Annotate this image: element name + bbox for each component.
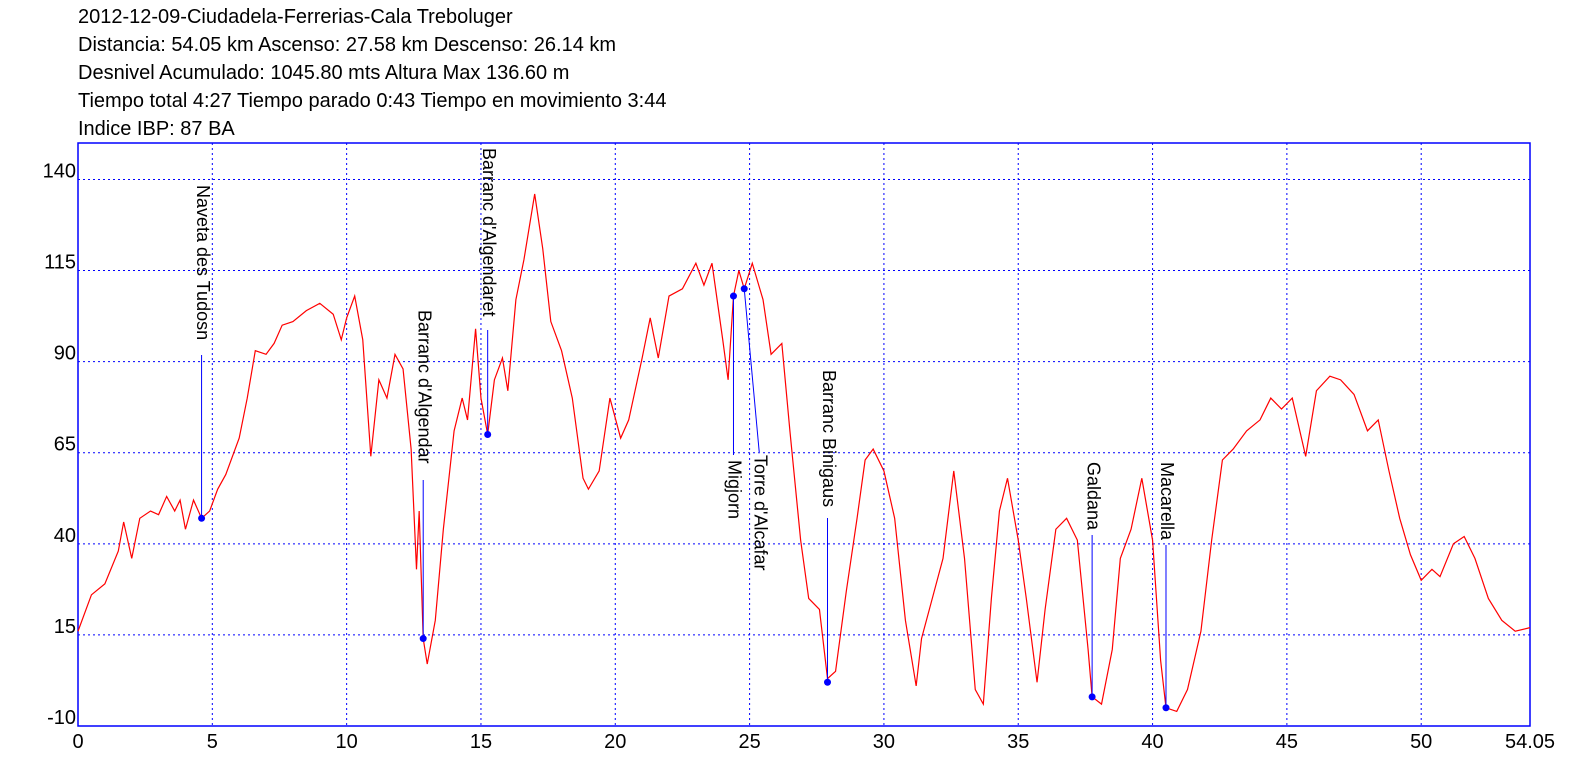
waypoint xyxy=(824,678,832,686)
y-tick-label: 65 xyxy=(54,434,76,456)
elevation-line xyxy=(77,193,1531,713)
y-tick-label: 15 xyxy=(54,616,76,638)
waypoint xyxy=(729,292,737,300)
waypoint xyxy=(419,635,427,643)
x-tick-label: 45 xyxy=(1276,731,1298,753)
x-tick-label: 25 xyxy=(738,731,760,753)
waypoint xyxy=(198,514,206,522)
y-tick-label: -10 xyxy=(47,707,76,729)
chart-title: 2012-12-09-Ciudadela-Ferrerias-Cala Treb… xyxy=(78,6,513,28)
x-tick-label: 54.05 xyxy=(1505,731,1555,753)
info-line: Indice IBP: 87 BA xyxy=(78,118,235,140)
waypoint-label: Galdana xyxy=(1083,462,1103,531)
x-tick-label: 10 xyxy=(336,731,358,753)
x-tick-label: 35 xyxy=(1007,731,1029,753)
waypoint xyxy=(740,285,748,293)
x-tick-label: 20 xyxy=(604,731,626,753)
waypoint-leader xyxy=(743,288,760,453)
x-tick-label: 50 xyxy=(1410,731,1432,753)
info-line: Desnivel Acumulado: 1045.80 mts Altura M… xyxy=(78,62,569,84)
waypoint xyxy=(484,431,492,438)
x-tick-label: 0 xyxy=(72,731,83,753)
x-tick-label: 15 xyxy=(470,731,492,753)
waypoint-label: Barranc d'Algendar xyxy=(414,310,434,464)
x-tick-label: 5 xyxy=(207,731,218,753)
waypoint xyxy=(1162,704,1170,712)
waypoint-label: Migjorn xyxy=(725,460,745,519)
waypoint xyxy=(1088,693,1096,701)
waypoint-label: Barranc Binigaus xyxy=(819,370,839,507)
x-tick-label: 40 xyxy=(1141,731,1163,753)
x-tick-label: 30 xyxy=(873,731,895,753)
y-tick-label: 140 xyxy=(43,160,76,182)
info-line: Tiempo total 4:27 Tiempo parado 0:43 Tie… xyxy=(78,90,667,112)
plot-frame xyxy=(77,142,1531,727)
waypoint-label: Torre d'Alcafar xyxy=(750,455,770,570)
info-line: Distancia: 54.05 km Ascenso: 27.58 km De… xyxy=(78,34,616,56)
waypoint-label: Naveta des Tudosn xyxy=(193,185,213,340)
y-tick-label: 115 xyxy=(44,252,76,274)
waypoint-label: Macarella xyxy=(1157,462,1177,541)
y-tick-label: 90 xyxy=(54,343,76,365)
y-tick-label: 40 xyxy=(54,525,76,547)
waypoint-label: Barranc d'Algendaret xyxy=(479,148,499,317)
